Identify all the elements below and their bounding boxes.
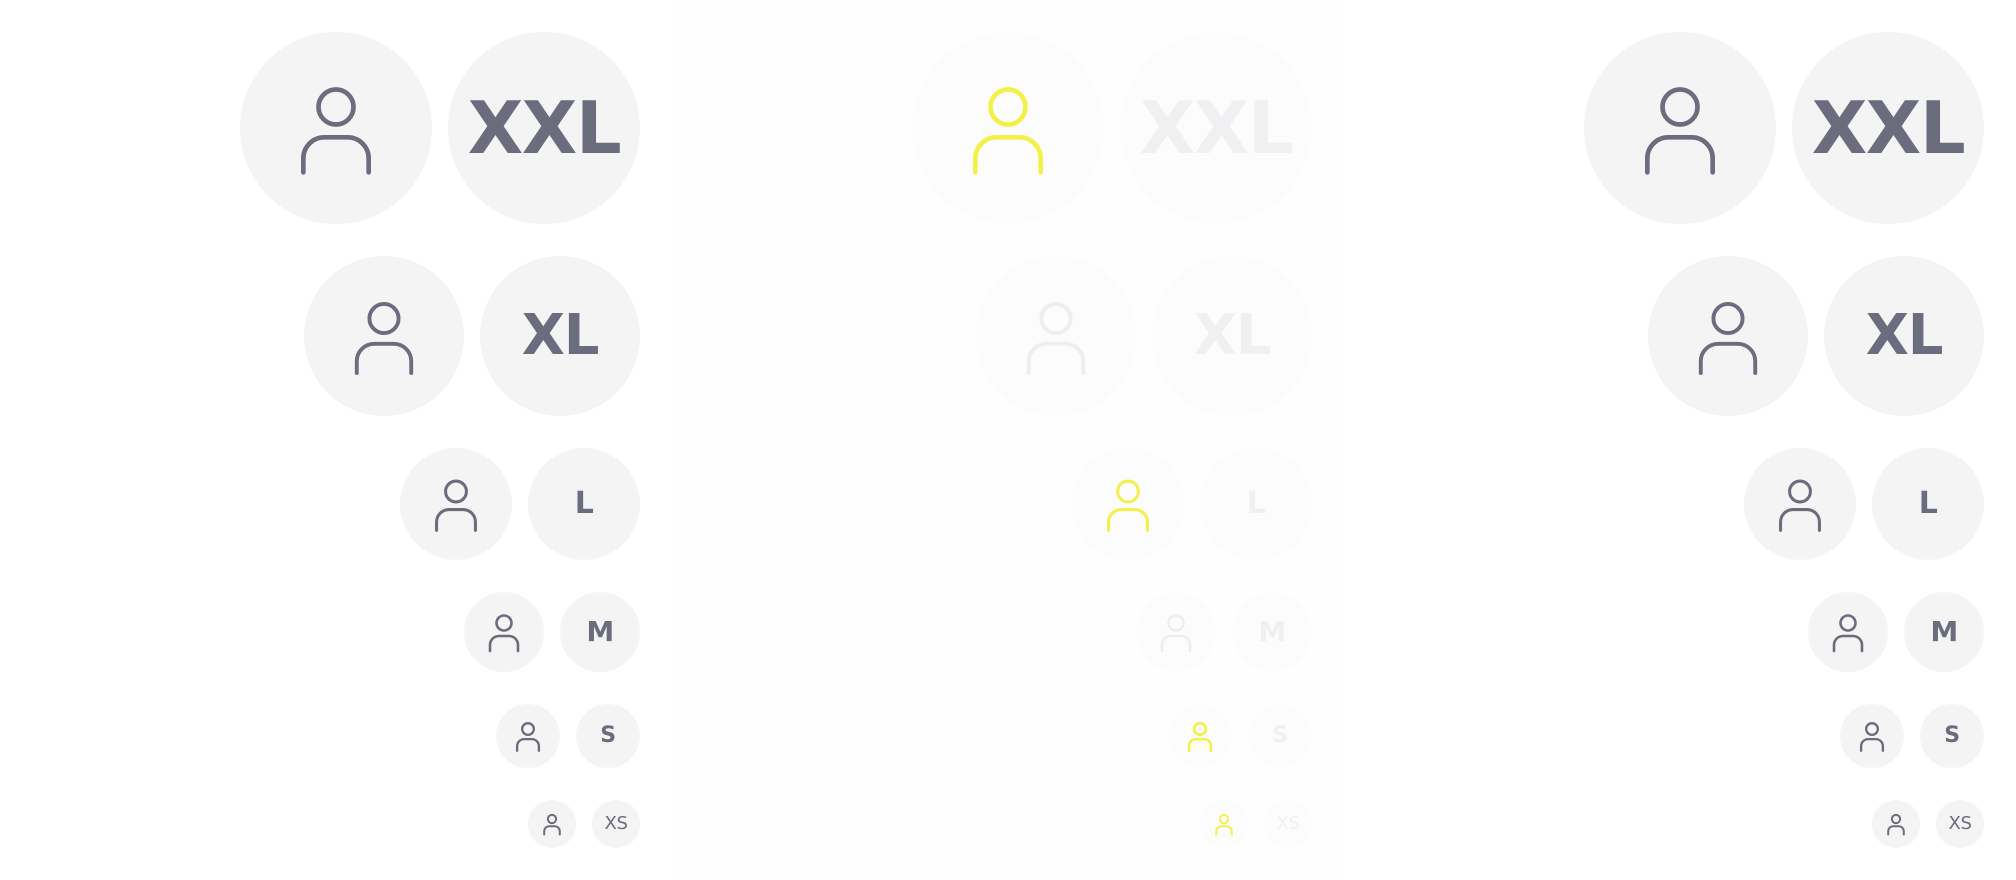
avatar-initials: XXL — [1811, 86, 1966, 170]
avatar-initials-xs[interactable]: XS — [592, 800, 640, 848]
avatar-initials: L — [1918, 486, 1938, 521]
avatar-icon-xxl[interactable] — [240, 32, 432, 224]
avatar-panel-middle: XXL XL L M S XS — [672, 0, 1344, 880]
avatar-initials-xs[interactable]: XS — [1264, 800, 1312, 848]
avatar-initials: XL — [1865, 303, 1944, 368]
avatar-icon-l[interactable] — [1072, 448, 1184, 560]
user-icon — [354, 301, 414, 375]
avatar-initials: XS — [1276, 813, 1300, 834]
avatar-initials-s[interactable]: S — [1248, 704, 1312, 768]
avatar-panel-left: XXL XL L M S XS — [0, 0, 672, 880]
avatar-initials: S — [1944, 723, 1960, 748]
avatar-icon-xs[interactable] — [528, 800, 576, 848]
avatar-initials-s[interactable]: S — [576, 704, 640, 768]
avatar-initials: S — [600, 723, 616, 748]
avatar-initials-xxl[interactable]: XXL — [1120, 32, 1312, 224]
avatar-initials: M — [1258, 615, 1286, 648]
user-icon — [1779, 479, 1821, 532]
avatar-panel-right: XXL XL L M S XS — [1344, 0, 2016, 880]
avatar-initials: L — [1246, 486, 1266, 521]
avatar-initials: XS — [1948, 813, 1972, 834]
avatar-initials: L — [574, 486, 594, 521]
user-icon — [1160, 614, 1192, 653]
avatar-initials-s[interactable]: S — [1920, 704, 1984, 768]
avatar-icon-xl[interactable] — [304, 256, 464, 416]
avatar-icon-s[interactable] — [1840, 704, 1904, 768]
avatar-icon-m[interactable] — [1808, 592, 1888, 672]
avatar-initials-xxl[interactable]: XXL — [448, 32, 640, 224]
avatar-icon-xxl[interactable] — [912, 32, 1104, 224]
user-icon — [1832, 614, 1864, 653]
avatar-initials: S — [1272, 723, 1288, 748]
user-icon — [1859, 722, 1885, 752]
avatar-initials: XL — [1193, 303, 1272, 368]
avatar-initials-m[interactable]: M — [1904, 592, 1984, 672]
user-icon — [1887, 813, 1905, 836]
avatar-initials-xxl[interactable]: XXL — [1792, 32, 1984, 224]
avatar-icon-m[interactable] — [1136, 592, 1216, 672]
avatar-icon-xl[interactable] — [1648, 256, 1808, 416]
user-icon — [543, 813, 561, 836]
avatar-icon-xs[interactable] — [1872, 800, 1920, 848]
avatar-initials-xl[interactable]: XL — [1824, 256, 1984, 416]
user-icon — [515, 722, 541, 752]
user-icon — [1645, 87, 1715, 175]
user-icon — [301, 87, 371, 175]
avatar-initials: XXL — [1139, 86, 1294, 170]
avatar-initials: M — [1930, 615, 1958, 648]
avatar-initials: XS — [604, 813, 628, 834]
user-icon — [1026, 301, 1086, 375]
avatar-icon-s[interactable] — [496, 704, 560, 768]
avatar-initials-xl[interactable]: XL — [1152, 256, 1312, 416]
avatar-icon-s[interactable] — [1168, 704, 1232, 768]
avatar-initials: M — [586, 615, 614, 648]
user-icon — [1187, 721, 1213, 752]
avatar-initials-xl[interactable]: XL — [480, 256, 640, 416]
user-icon — [1107, 479, 1149, 532]
avatar-icon-l[interactable] — [1744, 448, 1856, 560]
user-icon — [488, 614, 520, 653]
avatar-icon-xl[interactable] — [976, 256, 1136, 416]
avatar-initials-l[interactable]: L — [1200, 448, 1312, 560]
user-icon — [435, 479, 477, 532]
avatar-initials: XXL — [467, 86, 622, 170]
avatar-icon-m[interactable] — [464, 592, 544, 672]
avatar-icon-xxl[interactable] — [1584, 32, 1776, 224]
avatar-icon-l[interactable] — [400, 448, 512, 560]
avatar-initials-m[interactable]: M — [1232, 592, 1312, 672]
avatar-initials-xs[interactable]: XS — [1936, 800, 1984, 848]
user-icon — [1698, 301, 1758, 375]
avatar-icon-xs[interactable] — [1200, 800, 1248, 848]
avatar-initials-l[interactable]: L — [1872, 448, 1984, 560]
user-icon — [973, 87, 1043, 175]
avatar-initials: XL — [521, 303, 600, 368]
avatar-initials-m[interactable]: M — [560, 592, 640, 672]
user-icon — [1215, 813, 1233, 836]
avatar-initials-l[interactable]: L — [528, 448, 640, 560]
